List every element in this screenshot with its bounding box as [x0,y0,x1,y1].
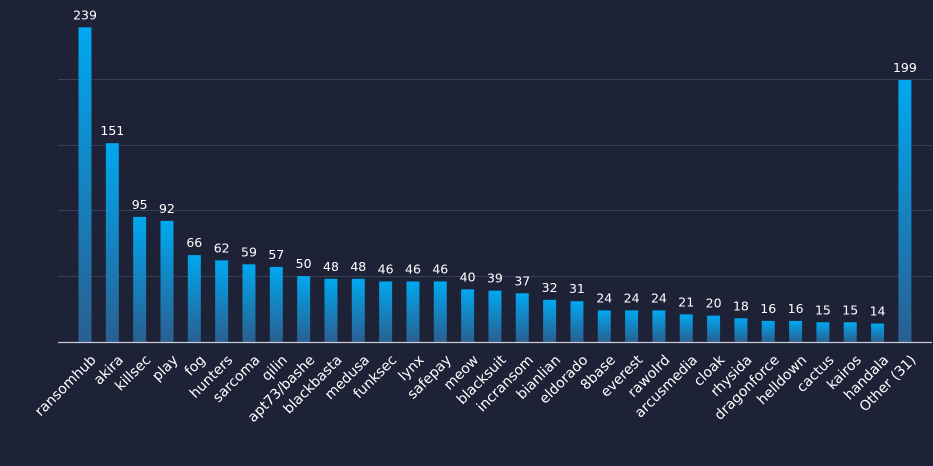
data-labels: 239 151 95 92 66 62 59 57 50 48 48 46 46 46 40 39 37 32 31… [73,7,917,318]
data-label-21: 24 [651,290,667,305]
data-label-25: 16 [760,301,776,316]
data-label-20: 24 [624,290,640,305]
bar-3 [160,220,174,342]
bar-10 [351,278,365,342]
bar-9 [324,278,338,342]
bar-13 [433,281,447,342]
data-label-0: 239 [73,7,97,22]
bar-1 [105,143,119,342]
bar-0 [78,27,92,342]
data-label-2: 95 [132,197,148,212]
x-tick-label-0: ransomhub [32,352,99,419]
bar-2 [133,216,147,342]
data-label-7: 57 [268,247,284,262]
bar-30 [898,79,912,342]
bar-26 [789,320,803,342]
bar-25 [761,320,775,342]
data-label-27: 15 [815,302,831,317]
bar-11 [379,281,393,342]
data-label-28: 15 [842,302,858,317]
bar-7 [269,266,283,342]
data-label-5: 62 [214,240,230,255]
data-label-4: 66 [186,235,202,250]
data-label-15: 39 [487,271,503,286]
bar-8 [297,276,311,342]
bar-19 [597,310,611,342]
bar-28 [843,322,857,342]
bar-18 [570,301,584,342]
bar-5 [215,260,229,342]
bar-15 [488,290,502,342]
data-label-29: 14 [870,304,886,319]
data-label-3: 92 [159,201,175,216]
data-label-16: 37 [514,273,530,288]
data-label-24: 18 [733,298,749,313]
data-label-12: 46 [405,261,421,276]
data-label-9: 48 [323,259,339,274]
bar-23 [707,315,721,342]
data-label-18: 31 [569,281,585,296]
bar-12 [406,281,420,342]
data-label-14: 40 [460,269,476,284]
bar-27 [816,322,830,342]
data-label-17: 32 [542,280,558,295]
bar-17 [543,299,557,342]
data-label-11: 46 [378,261,394,276]
bar-14 [461,289,475,342]
x-tick-label-3: play [149,352,181,384]
data-label-10: 48 [350,259,366,274]
data-label-1: 151 [100,123,124,138]
data-label-8: 50 [296,256,312,271]
bar-16 [515,293,529,342]
data-label-6: 59 [241,244,257,259]
data-label-23: 20 [706,296,722,311]
data-label-26: 16 [788,301,804,316]
data-label-22: 21 [678,294,694,309]
data-label-19: 24 [596,290,612,305]
gridlines [58,79,932,277]
bar-4 [187,255,201,342]
bar-22 [679,314,693,342]
bar-24 [734,318,748,342]
bars [78,27,912,342]
bar-21 [652,310,666,342]
bar-6 [242,264,256,342]
bar-20 [625,310,639,342]
bar-29 [871,323,885,342]
data-label-30: 199 [893,60,917,75]
data-label-13: 46 [432,261,448,276]
